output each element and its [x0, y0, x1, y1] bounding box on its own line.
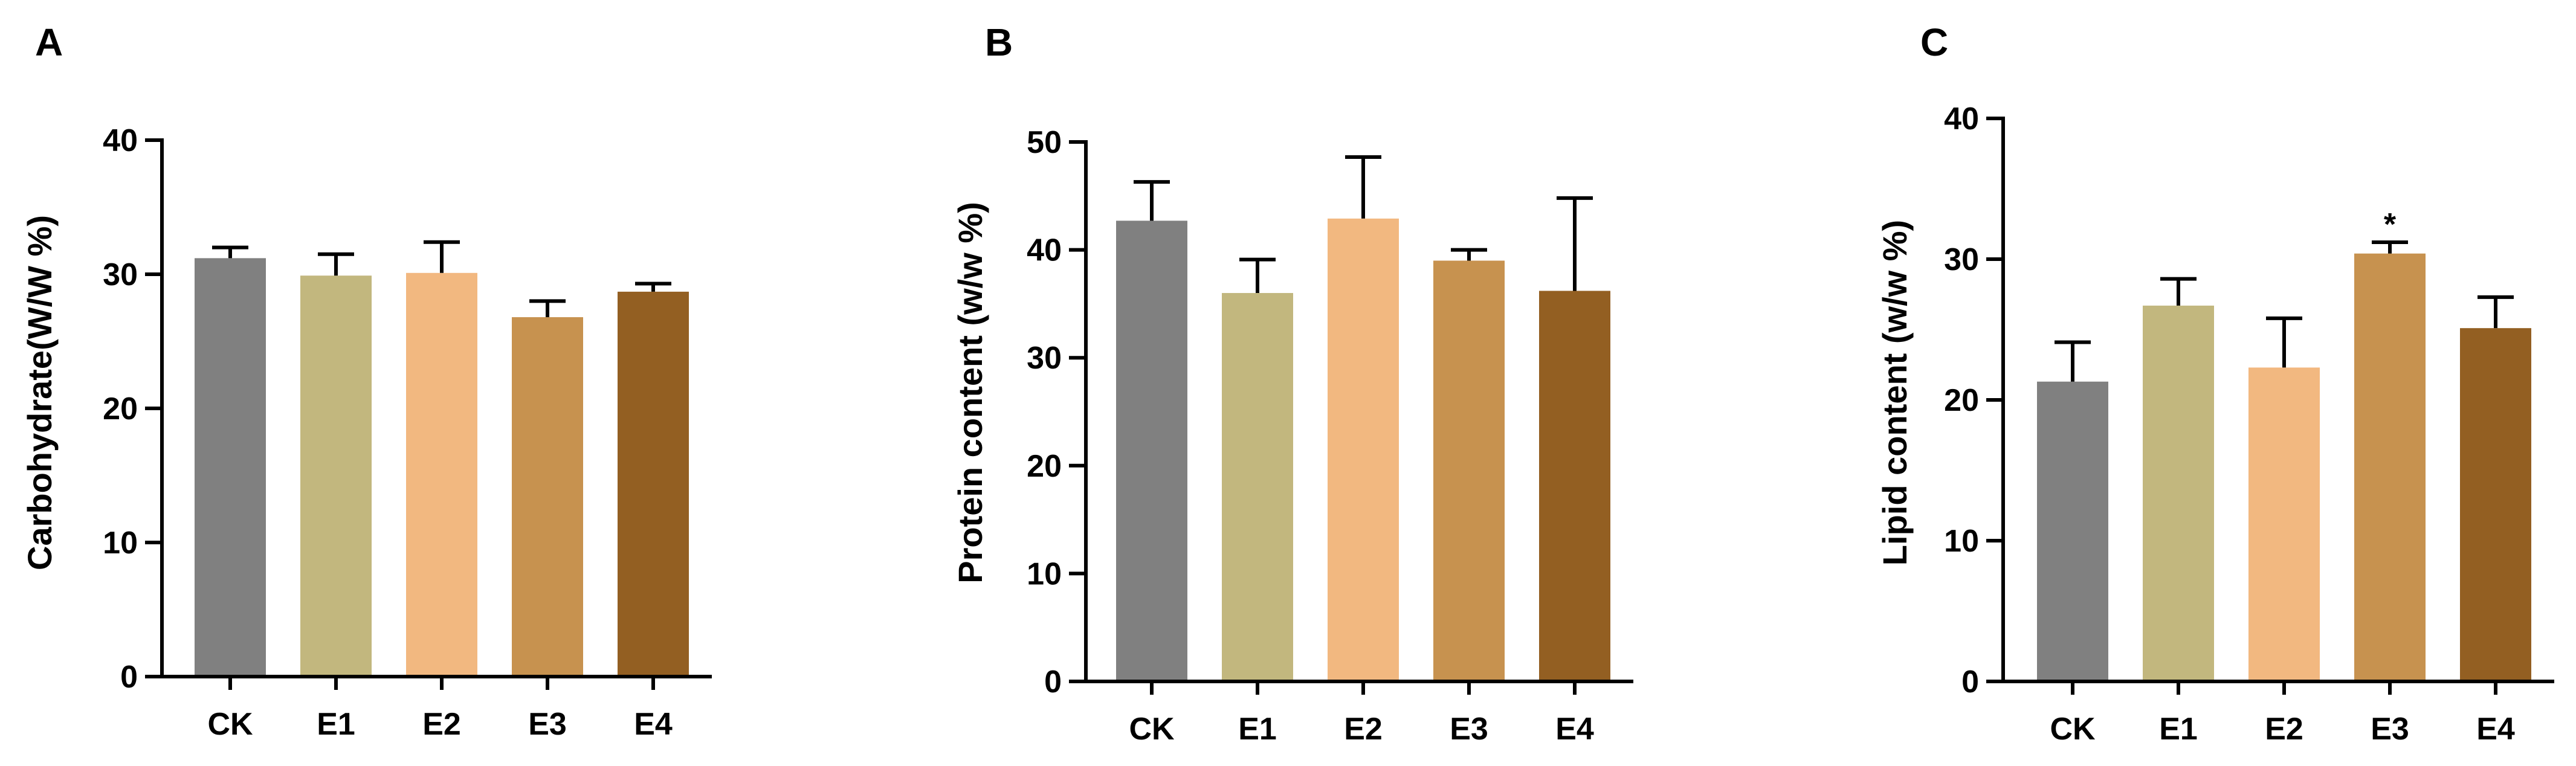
- panel-a-x-tick-label-ck: CK: [207, 707, 253, 742]
- panel-a-bar-e1: [300, 275, 372, 677]
- panel-b-x-tick-label-ck: CK: [1129, 712, 1175, 747]
- panel-c-y-tick-label-30: 30: [1944, 242, 1979, 277]
- panel-c-plot: CK E1 E2 * E3 E4 0 10 20 30 40: [1944, 101, 2554, 747]
- panel-b-bar-ck: [1116, 220, 1187, 681]
- panel-letter-a: A: [35, 21, 63, 64]
- panel-c-y-tick-label-40: 40: [1944, 101, 1979, 137]
- panel-b-bar-e4: [1539, 291, 1610, 681]
- panel-b-bar-e3: [1433, 260, 1505, 682]
- panel-c-x-tick-label-ck: CK: [2050, 712, 2096, 747]
- panel-a-x-tick-label-e3: E3: [528, 707, 567, 742]
- panel-a-bar-e4: [618, 291, 689, 677]
- panel-a-bar-e2: [406, 272, 477, 677]
- panel-c-y-tick-label-0: 0: [1961, 665, 1979, 700]
- panel-c-significance-e3: *: [2384, 207, 2397, 242]
- panel-a-y-tick-label-20: 20: [103, 391, 138, 426]
- panel-b-bar-e2: [1328, 218, 1399, 681]
- panel-b-plot: CK E1 E2 E3 E4 0 10 20 30 40 50: [1027, 125, 1633, 747]
- panel-c-x-tick-label-e3: E3: [2371, 712, 2409, 747]
- panel-c-x-tick-label-e2: E2: [2265, 712, 2303, 747]
- panel-c-x-tick-label-e1: E1: [2159, 712, 2198, 747]
- panel-a-y-tick-label-0: 0: [120, 660, 138, 695]
- panel-b-x-tick-label-e4: E4: [1555, 712, 1594, 747]
- panel-c-y-tick-label-20: 20: [1944, 383, 1979, 418]
- panel-b-bar-e1: [1222, 293, 1293, 681]
- panel-b-y-tick-label-10: 10: [1027, 556, 1062, 591]
- panel-a: A CK E1 E2 E3 E4 0 10 20 30 40 Carbohydrate(W/W %…: [21, 21, 712, 742]
- panel-c: C CK E1 E2 * E3 E4 0 10 20 30 40 Lipid content (w/…: [1876, 21, 2554, 747]
- panel-c-bar-ck: [2037, 381, 2108, 681]
- panel-c-x-tick-label-e4: E4: [2476, 712, 2515, 747]
- panel-c-y-axis-title: Lipid content (w/w %): [1876, 220, 1914, 565]
- panel-a-x-tick-label-e4: E4: [634, 707, 673, 742]
- panel-c-bar-e4: [2460, 328, 2531, 681]
- panel-letter-b: B: [985, 21, 1013, 64]
- panel-b-y-tick-label-20: 20: [1027, 449, 1062, 484]
- panel-a-x-tick-label-e2: E2: [422, 707, 461, 742]
- panel-letter-c: C: [1920, 21, 1948, 64]
- panel-b-x-tick-label-e1: E1: [1238, 712, 1277, 747]
- panel-b-y-axis-title: Protein content (w/w %): [951, 202, 989, 584]
- panel-b-y-tick-label-40: 40: [1027, 233, 1062, 268]
- panel-a-y-axis-title: Carbohydrate(W/W %): [21, 215, 59, 570]
- panel-a-y-tick-label-40: 40: [103, 123, 138, 158]
- panel-a-x-tick-label-e1: E1: [317, 707, 355, 742]
- panel-b-y-tick-label-30: 30: [1027, 341, 1062, 376]
- panel-a-bar-ck: [195, 258, 266, 677]
- panel-c-bar-e3: [2354, 253, 2426, 681]
- panel-b-y-tick-label-50: 50: [1027, 125, 1062, 160]
- panel-c-bar-e2: [2248, 367, 2320, 681]
- panel-a-bar-e3: [512, 317, 583, 677]
- panel-c-bar-e1: [2143, 305, 2214, 681]
- panel-b-x-tick-label-e2: E2: [1344, 712, 1383, 747]
- panel-b-y-tick-label-0: 0: [1044, 665, 1062, 700]
- panel-b: B CK E1 E2 E3 E4 0 10 20 30 40 50 Protein content …: [951, 21, 1633, 747]
- panel-a-y-tick-label-30: 30: [103, 257, 138, 292]
- panel-c-y-tick-label-10: 10: [1944, 524, 1979, 559]
- panel-a-y-tick-label-10: 10: [103, 526, 138, 561]
- panel-b-x-tick-label-e3: E3: [1450, 712, 1488, 747]
- panel-a-plot: CK E1 E2 E3 E4 0 10 20 30 40: [103, 123, 712, 742]
